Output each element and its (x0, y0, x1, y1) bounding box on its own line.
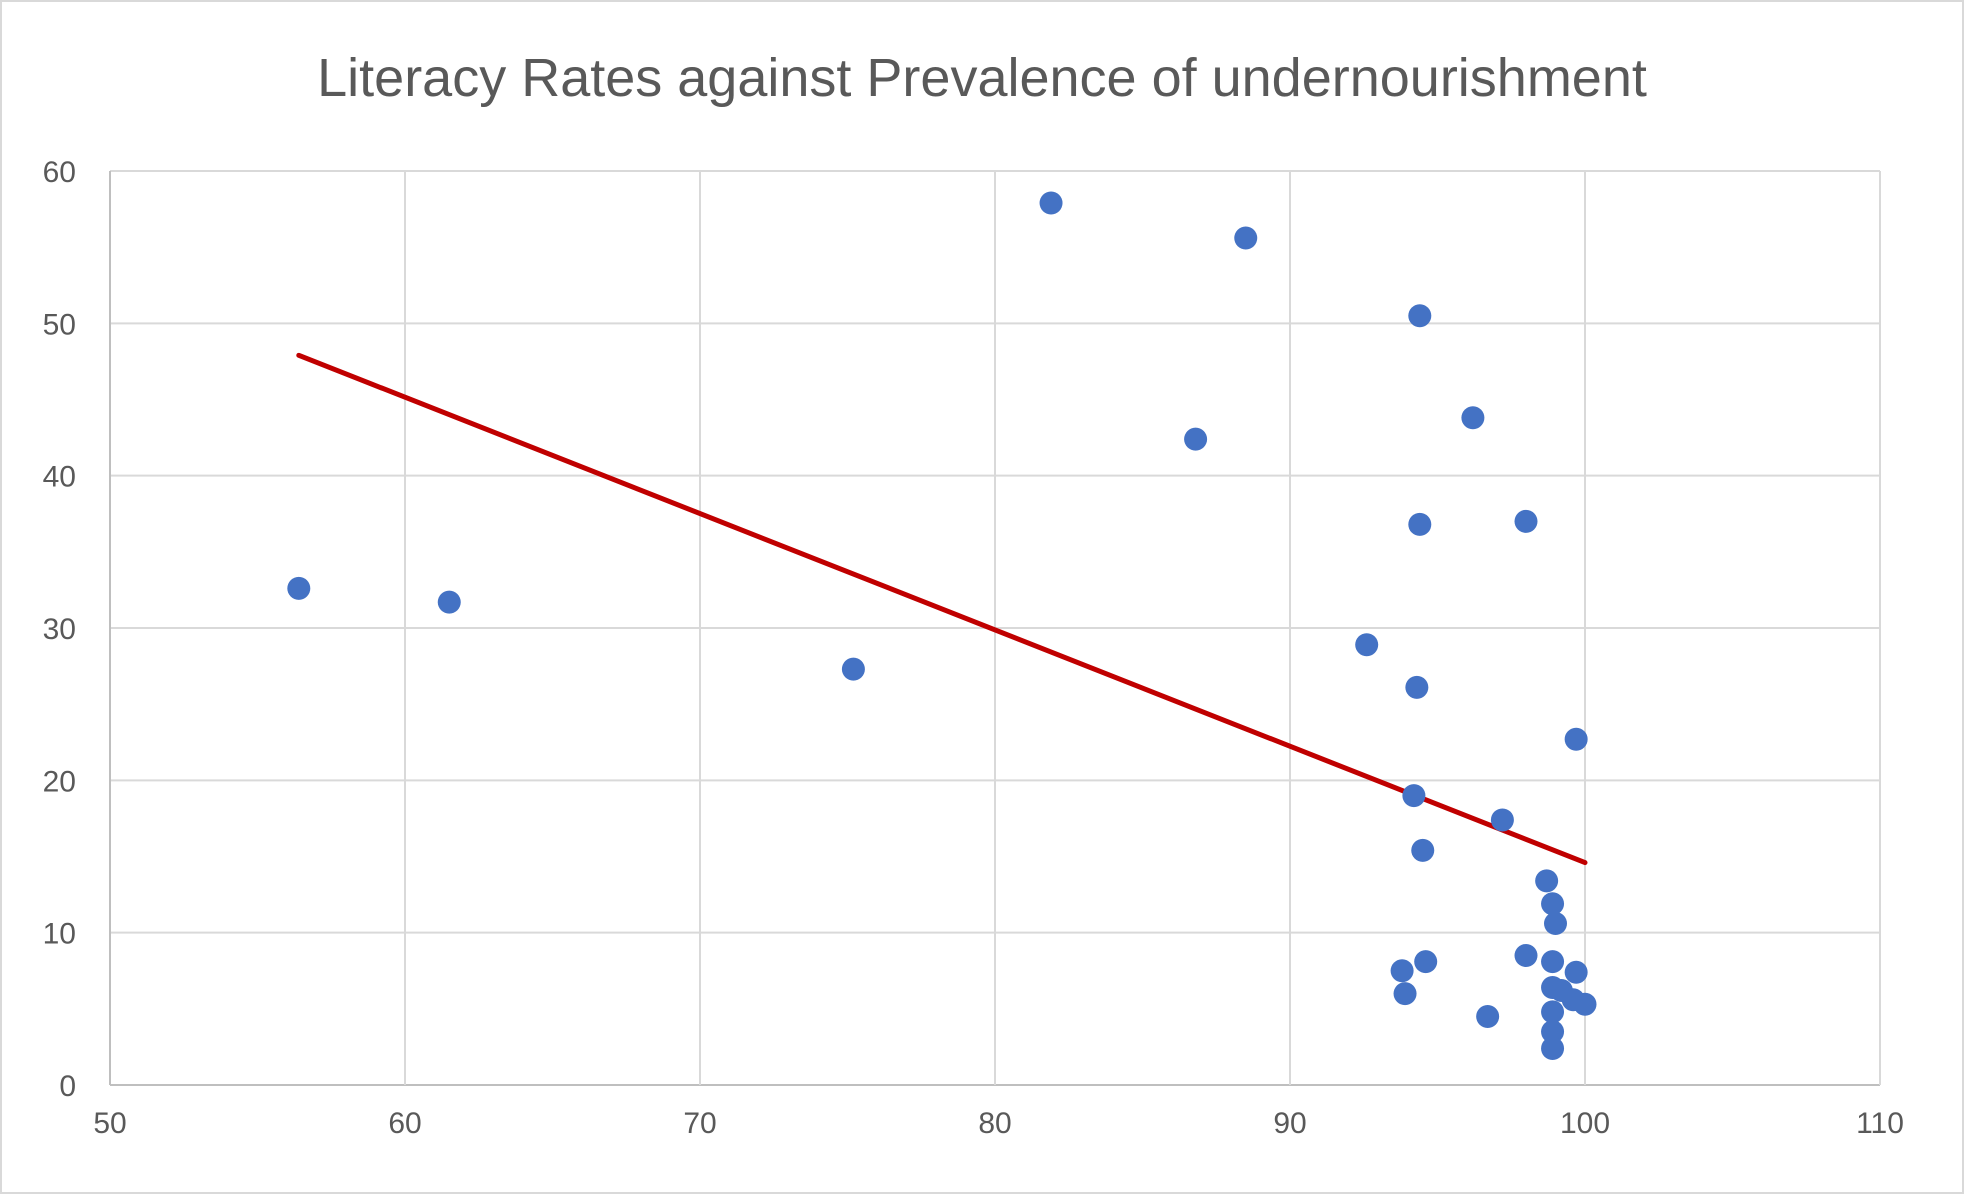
data-point (1541, 1020, 1565, 1044)
x-tick-label: 100 (1560, 1107, 1610, 1140)
data-points (287, 191, 1597, 1060)
trendline (296, 352, 1588, 866)
x-tick-label: 60 (388, 1107, 421, 1140)
y-tick-label: 40 (43, 461, 76, 494)
x-tick-label: 110 (1856, 1107, 1904, 1140)
data-point (1414, 950, 1438, 974)
data-point (1573, 992, 1597, 1016)
data-point (1541, 1000, 1565, 1024)
gridlines (109, 170, 1881, 1086)
data-point (1514, 944, 1538, 968)
y-tick-label: 50 (43, 308, 76, 341)
data-point (1390, 959, 1414, 983)
data-point (1490, 808, 1514, 832)
data-point (841, 657, 865, 681)
y-tick-label: 10 (43, 918, 76, 951)
data-point (1355, 633, 1379, 657)
x-tick-label: 80 (978, 1107, 1011, 1140)
x-tick-label: 90 (1273, 1107, 1306, 1140)
data-point (1514, 509, 1538, 533)
data-point (1234, 226, 1258, 250)
x-tick-label: 70 (683, 1107, 716, 1140)
y-tick-label: 0 (59, 1070, 76, 1103)
data-point (1184, 427, 1208, 451)
tick-labels: 0 10 20 30 40 50 60 50 60 70 80 90 100 110 (43, 156, 1904, 1140)
y-tick-label: 30 (43, 613, 76, 646)
data-point (1039, 191, 1063, 215)
data-point (1541, 1036, 1565, 1060)
data-point (1564, 727, 1588, 751)
trendline-layer (296, 352, 1588, 866)
data-point (1541, 892, 1565, 916)
data-point (1411, 838, 1435, 862)
data-point (1476, 1004, 1500, 1028)
y-tick-label: 60 (43, 156, 76, 189)
x-tick-label: 50 (93, 1107, 126, 1140)
data-point (1541, 950, 1565, 974)
data-point (1408, 512, 1432, 536)
data-point (1393, 982, 1417, 1006)
data-point (1408, 304, 1432, 328)
data-point (287, 576, 311, 600)
data-point (437, 590, 461, 614)
chart-title: Literacy Rates against Prevalence of und… (317, 48, 1647, 108)
data-point (1564, 960, 1588, 984)
data-point (1402, 784, 1426, 808)
data-point (1544, 912, 1567, 936)
data-point (1461, 406, 1485, 430)
data-point (1535, 869, 1559, 893)
data-point (1405, 675, 1429, 699)
y-tick-label: 20 (43, 765, 76, 798)
